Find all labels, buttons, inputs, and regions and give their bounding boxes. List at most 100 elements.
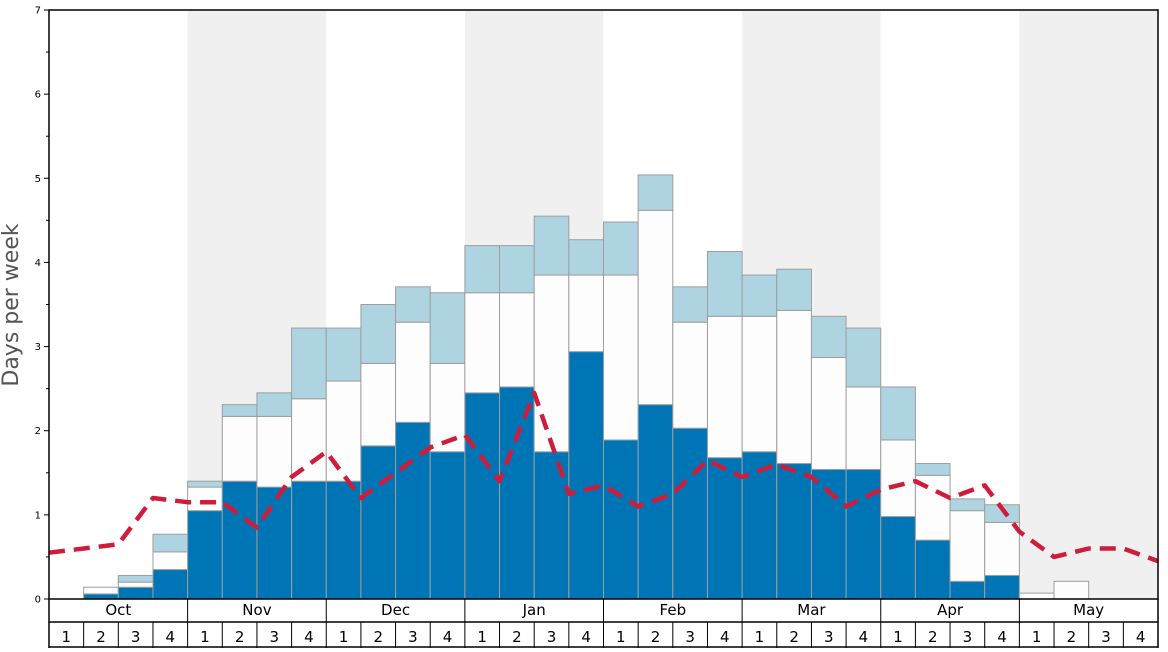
week-label: 4 [720,628,730,646]
bar-dark-segment [152,569,189,600]
bar-white-segment [395,321,431,423]
week-label: 4 [859,628,869,646]
bar-light-segment [464,245,501,294]
bar-light-segment [395,286,431,323]
bar-dark-segment [325,480,362,600]
bar-light-segment [499,245,535,294]
week-label: 3 [269,628,279,646]
bar-dark-segment [880,516,916,600]
bar-light-segment [117,574,154,583]
week-label: 2 [373,628,383,646]
y-tick-label: 7 [35,6,41,17]
y-tick-label: 6 [35,90,41,101]
month-band-may [1019,10,1158,599]
bar-light-segment [291,327,327,400]
bar-white-segment [603,274,639,441]
bar-dark-segment [291,480,327,600]
bar-white-segment [810,357,847,470]
bar-white-segment [672,321,708,429]
bar-white-segment [741,315,778,453]
bar-white-segment [187,486,223,512]
bars-layer [83,174,1090,600]
bar-light-segment [221,404,258,417]
week-label: 3 [547,628,557,646]
week-label: 3 [963,628,973,646]
bar-dark-segment [672,427,708,600]
trend-line-layer [48,390,1159,564]
bar-white-segment [499,292,535,388]
bar-dark-segment [464,392,501,600]
bar-white-segment [429,362,466,453]
bar-dark-segment [360,445,397,600]
bar-dark-segment [83,593,119,600]
bar-white-segment [568,274,604,353]
bar-white-segment [291,398,327,482]
month-band-oct [49,10,188,599]
bar-dark-segment [256,486,293,600]
bar-light-segment [325,327,362,382]
bar-light-segment [637,174,674,211]
bar-dark-segment [603,439,639,600]
bar-light-segment [776,268,812,311]
week-label: 1 [200,628,210,646]
bar-light-segment [706,250,743,317]
y-tick-label: 5 [35,174,41,185]
bar-light-segment [880,386,916,441]
y-tick-label: 0 [35,595,41,606]
week-label: 1 [755,628,765,646]
bar-dark-segment [949,580,986,600]
bar-light-segment [152,533,189,553]
bar-white-segment [949,510,986,582]
bar-white-segment [1018,592,1055,600]
bar-white-segment [776,309,812,465]
week-label: 2 [789,628,799,646]
week-label: 2 [1067,628,1077,646]
month-label: Nov [242,601,271,619]
y-tick-label: 3 [35,342,41,353]
month-label: Feb [660,601,687,619]
y-tick-label: 2 [35,426,41,437]
bar-white-segment [83,586,119,595]
week-label: 4 [443,628,453,646]
bar-dark-segment [914,539,951,600]
bar-dark-segment [117,586,154,600]
month-label: Oct [105,601,131,619]
bar-light-segment [845,327,882,388]
bar-light-segment [360,304,397,364]
month-label: Dec [381,601,410,619]
y-tick-label: 4 [35,258,41,269]
week-label: 4 [997,628,1007,646]
y-axis-label: Days per week [0,223,24,386]
bar-white-segment [984,521,1020,576]
week-label: 1 [477,628,487,646]
bar-light-segment [949,498,986,512]
bar-white-segment [256,415,293,488]
week-label: 2 [235,628,245,646]
week-label: 2 [512,628,522,646]
bar-light-segment [984,504,1020,523]
bar-white-segment [1053,580,1090,600]
week-label: 3 [685,628,695,646]
bar-light-segment [429,292,466,364]
bar-dark-segment [776,463,812,600]
bar-dark-segment [706,457,743,600]
bar-dark-segment [221,480,258,600]
bar-light-segment [603,221,639,276]
bar-white-segment [706,315,743,459]
bar-white-segment [533,274,570,453]
week-label: 3 [824,628,834,646]
bar-light-segment [914,463,951,476]
bar-dark-segment [984,574,1020,600]
week-label: 2 [96,628,106,646]
week-label: 4 [581,628,591,646]
bar-light-segment [568,239,604,276]
week-label: 2 [651,628,661,646]
week-label: 1 [1032,628,1042,646]
week-label: 1 [893,628,903,646]
week-label: 1 [339,628,349,646]
month-label: Jan [522,601,546,619]
bar-white-segment [325,380,362,482]
bar-dark-segment [429,451,466,600]
